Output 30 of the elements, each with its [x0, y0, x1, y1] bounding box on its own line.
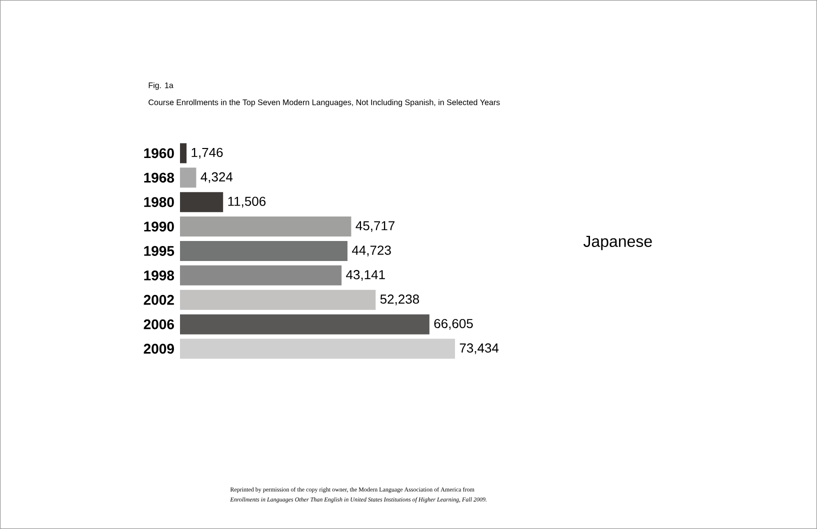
y-tick-label: 2006: [144, 319, 174, 330]
data-label: 1,746: [192, 148, 223, 159]
y-tick-label: 1998: [144, 270, 174, 280]
bar: [180, 143, 187, 164]
data-label: 4,324: [200, 172, 233, 184]
y-tick-label: 2002: [144, 294, 174, 305]
y-tick-label: 1968: [144, 172, 174, 183]
chart-subtitle: Course Enrollments in the Top Seven Modern Languages, Not Including Spanish, in Selected Years: [148, 99, 500, 107]
chart-title: Fig. 1a: [148, 82, 174, 90]
y-tick-label: 1960: [144, 148, 174, 158]
data-label: 73,434: [460, 343, 499, 354]
bar: [180, 338, 455, 359]
y-tick-label: 1980: [144, 197, 174, 208]
data-label: 43,141: [346, 270, 385, 281]
data-label: 52,238: [380, 294, 420, 306]
bar: [180, 314, 430, 334]
data-label: 11,506: [228, 196, 266, 208]
y-tick-label: 1995: [144, 246, 174, 256]
bar: [180, 192, 224, 212]
text: Japanese: [583, 236, 652, 250]
y-tick-label: 2009: [144, 344, 174, 354]
data-label: 66,605: [434, 318, 473, 330]
bar: [180, 168, 196, 188]
bar: [180, 216, 352, 237]
data-label: 44,723: [352, 246, 391, 256]
bar: [180, 265, 342, 286]
data-label: 45,717: [356, 221, 394, 232]
y-tick-label: 1990: [144, 222, 174, 232]
bar: [180, 290, 376, 310]
bar: [180, 240, 348, 261]
